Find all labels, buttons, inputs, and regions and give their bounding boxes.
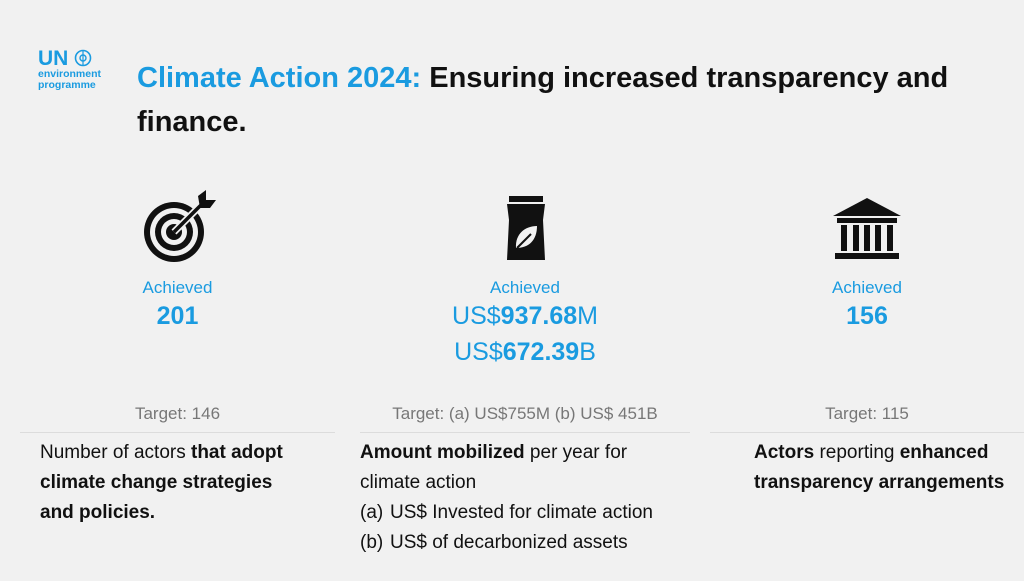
- value-part: 201: [156, 302, 199, 330]
- logo-emblem: [74, 49, 92, 67]
- description-part: that adopt climate change strategies and…: [40, 442, 283, 523]
- description-text: Number of actors that adopt climate chan…: [40, 438, 310, 528]
- column: Achieved 156 Target: 115 Actors reporting e…: [710, 190, 1024, 493]
- list-item: (a) US$ Invested for climate action: [360, 498, 690, 528]
- title-text: Ensuring increased transparency and fina…: [137, 62, 949, 138]
- column: Achieved US$937.68M US$672.39B Target: (a) …: [360, 190, 690, 553]
- logo-text: environment: [38, 68, 102, 80]
- logo-un: UN: [38, 48, 101, 69]
- target: Target: 115: [710, 404, 1024, 433]
- description-text: Amount mobilized per year for climate ac…: [360, 438, 690, 498]
- value-part: B: [579, 338, 596, 366]
- description: Number of actors that adopt climate chan…: [40, 438, 310, 528]
- bank-icon: [833, 198, 901, 259]
- list-marker: (a): [360, 502, 384, 523]
- list-item: (b) US$ of decarbonized assets: [360, 528, 690, 558]
- target: Target: 146: [20, 404, 335, 433]
- list-marker: (b): [360, 532, 384, 553]
- value: US$937.68M: [360, 298, 690, 334]
- description-part: Number of actors: [40, 442, 191, 463]
- value-part: M: [577, 302, 598, 330]
- logo: UN environment programme: [38, 48, 101, 91]
- status: Achieved: [142, 278, 213, 297]
- description-part: Actors: [754, 442, 815, 463]
- value-part: 937.68: [500, 302, 578, 330]
- value-part: 156: [846, 302, 888, 330]
- logo-text: UN: [38, 47, 69, 70]
- value: US$672.39B: [360, 334, 690, 370]
- value-part: US$: [454, 338, 503, 366]
- target: Target: (a) US$755M (b) US$ 451B: [360, 404, 690, 433]
- status: Achieved: [832, 278, 902, 297]
- column: Achieved 201 Target: 146 Number of actors t…: [20, 190, 335, 523]
- value-part: US$: [452, 302, 501, 330]
- list-text: US$ of decarbonized assets: [390, 532, 628, 553]
- title-highlight: Climate Action 2024:: [137, 62, 422, 94]
- title: Climate Action 2024: Ensuring increased …: [137, 56, 1007, 144]
- description-text: Actors reporting enhanced transparency a…: [754, 438, 1014, 498]
- description-part: enhanced transparency arrangements: [754, 442, 1005, 493]
- value: 156: [710, 298, 1024, 334]
- logo-text: programme: [38, 79, 96, 91]
- bag-icon: [507, 196, 545, 260]
- description: Actors reporting enhanced transparency a…: [754, 438, 1014, 498]
- description-part: reporting: [814, 442, 900, 463]
- status: Achieved: [490, 278, 560, 297]
- value-part: 672.39: [502, 338, 580, 366]
- value: 201: [20, 298, 335, 334]
- target-icon: [143, 190, 216, 262]
- description: Amount mobilized per year for climate ac…: [360, 438, 690, 558]
- description-part: Amount mobilized: [360, 442, 525, 463]
- description-part: per year for climate action: [360, 442, 628, 493]
- list-text: US$ Invested for climate action: [390, 502, 653, 523]
